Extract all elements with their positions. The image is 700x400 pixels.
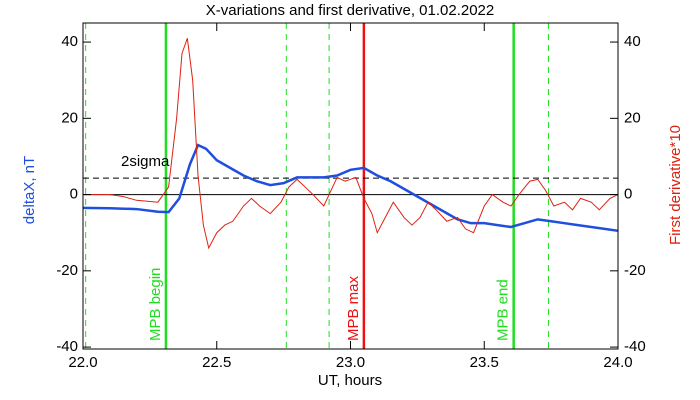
y2-tick-label: -40 xyxy=(624,338,646,355)
y2-axis-label: First derivative*10 xyxy=(667,125,684,245)
y-tick-label: -40 xyxy=(56,338,78,355)
chart-title: X-variations and first derivative, 01.02… xyxy=(206,2,495,19)
y2-tick-label: 0 xyxy=(624,186,632,203)
y-tick-label: -20 xyxy=(56,262,78,279)
y2-tick-label: 40 xyxy=(624,33,641,50)
x-tick-label: 23.5 xyxy=(470,354,499,371)
y2-tick-label: -20 xyxy=(624,262,646,279)
marker-label: MPB begin xyxy=(147,268,164,341)
y-axis-label: deltaX, nT xyxy=(21,156,38,224)
x-tick-label: 24.0 xyxy=(603,354,632,371)
x-tick-label: 22.0 xyxy=(68,354,97,371)
marker-label: MPB max xyxy=(345,275,362,341)
y-tick-label: 40 xyxy=(61,33,78,50)
y-tick-label: 0 xyxy=(70,186,78,203)
series-line xyxy=(83,38,619,250)
x-axis-label: UT, hours xyxy=(318,372,382,389)
x-tick-label: 22.5 xyxy=(202,354,231,371)
series-line xyxy=(82,143,619,233)
threshold-label: 2sigma xyxy=(121,153,170,170)
y2-tick-label: 20 xyxy=(624,109,641,126)
marker-label: MPB end xyxy=(495,279,512,341)
x-tick-label: 23.0 xyxy=(336,354,365,371)
y-tick-label: 20 xyxy=(61,109,78,126)
